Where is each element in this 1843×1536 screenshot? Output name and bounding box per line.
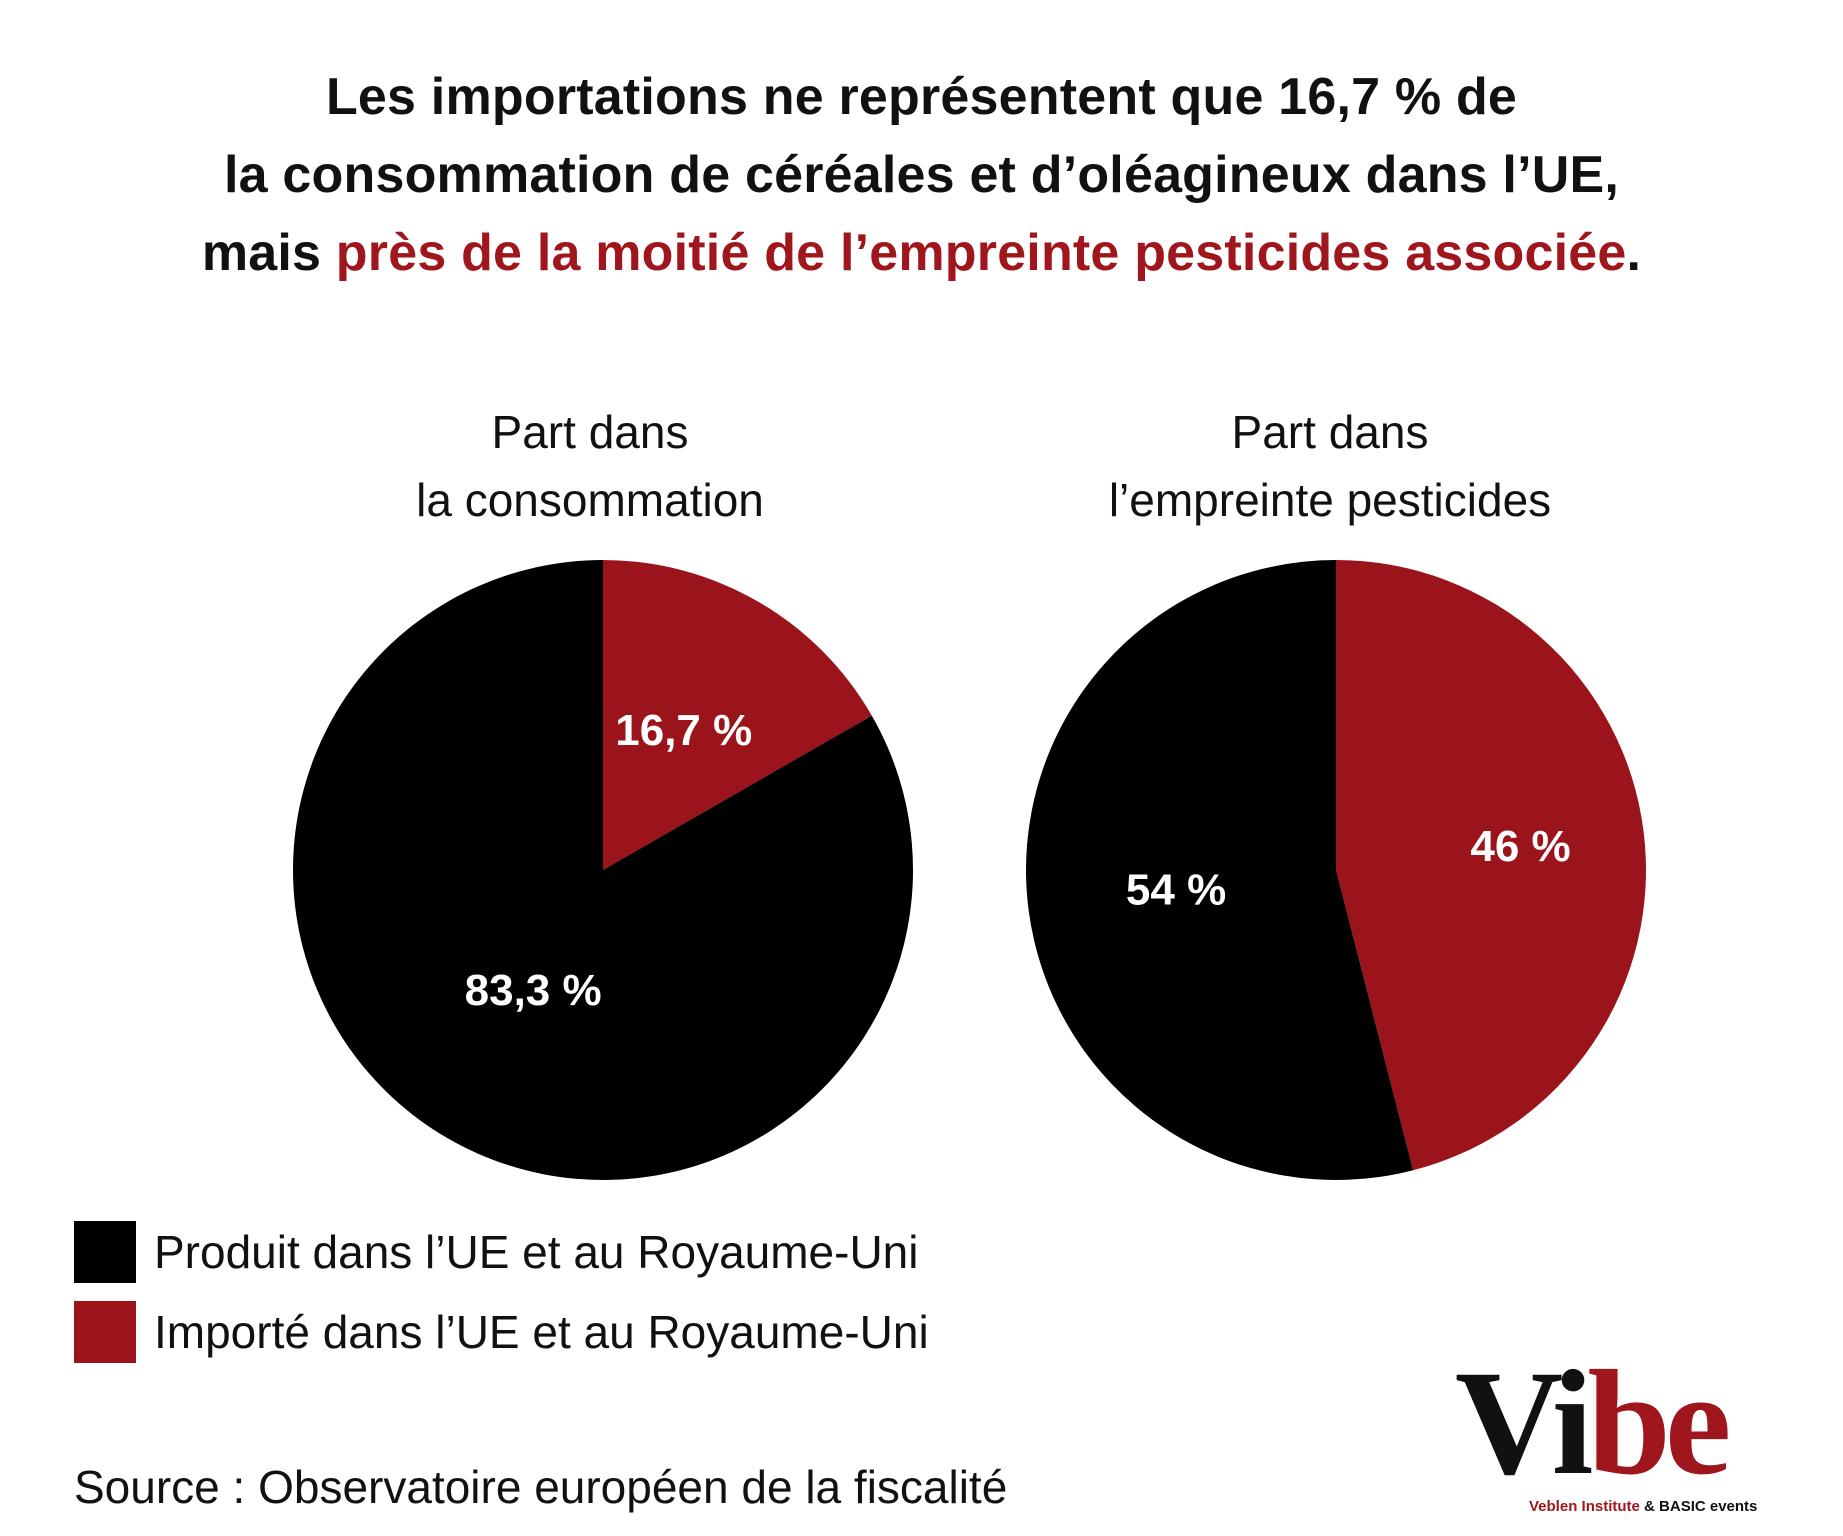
legend-item-imported: Importé dans l’UE et au Royaume-Uni <box>74 1300 929 1364</box>
vibe-logo: Vibe Veblen Institute & BASIC events <box>1455 1348 1815 1520</box>
logo-tagline: Veblen Institute & BASIC events <box>1529 1498 1757 1515</box>
pie-slice-domestic <box>292 560 913 1180</box>
logo-tagline-red: Veblen Institute <box>1529 1498 1640 1515</box>
pie-title-pesticide-footprint: Part dans l’empreinte pesticides <box>1010 398 1650 534</box>
legend-swatch-imported <box>74 1301 136 1363</box>
pie-chart-consumption: 16,7 % 83,3 % <box>292 560 913 1180</box>
chart-headline: Les importations ne représentent que 16,… <box>0 58 1843 292</box>
headline-line-3-suffix: . <box>1626 224 1642 282</box>
legend: Produit dans l’UE et au Royaume-Uni Impo… <box>74 1220 929 1380</box>
pie-slice-imported <box>1336 560 1647 1171</box>
logo-word-red: be <box>1587 1340 1731 1506</box>
legend-swatch-domestic <box>74 1221 136 1283</box>
pie-slice-label-imported: 16,7 % <box>615 706 752 755</box>
legend-label-domestic: Produit dans l’UE et au Royaume-Uni <box>154 1226 919 1278</box>
pie-slice-label-imported: 46 % <box>1470 822 1570 871</box>
legend-label-imported: Importé dans l’UE et au Royaume-Uni <box>154 1306 929 1358</box>
headline-line-2: la consommation de céréales et d’oléagin… <box>223 146 1620 204</box>
headline-highlight: près de la moitié de l’empreinte pestici… <box>335 224 1627 282</box>
pie-slice-imported <box>603 560 872 870</box>
logo-tagline-dark: & BASIC events <box>1639 1498 1758 1515</box>
pie-slice-domestic <box>1026 560 1414 1180</box>
headline-line-1: Les importations ne représentent que 16,… <box>325 68 1518 126</box>
pie-title-pesticide-line-2: l’empreinte pesticides <box>1108 474 1552 526</box>
logo-wordmark: Vibe <box>1455 1348 1731 1498</box>
pie-title-pesticide-line-1: Part dans <box>1231 406 1429 458</box>
logo-word-dark: Vi <box>1455 1340 1593 1506</box>
pie-chart-pesticide-footprint: 46 % 54 % <box>1026 560 1647 1180</box>
pie-slice-label-domestic: 54 % <box>1126 866 1226 915</box>
pie-slice-label-domestic: 83,3 % <box>465 966 602 1015</box>
headline-line-3: mais près de la moitié de l’empreinte pe… <box>0 214 1843 292</box>
pie-title-consumption-line-1: Part dans <box>491 406 689 458</box>
headline-line-3-prefix: mais <box>201 224 336 282</box>
source-note: Source : Observatoire européen de la fis… <box>74 1461 1008 1513</box>
pie-title-consumption: Part dans la consommation <box>270 398 910 534</box>
pie-title-consumption-line-2: la consommation <box>416 474 764 526</box>
legend-item-domestic: Produit dans l’UE et au Royaume-Uni <box>74 1220 929 1284</box>
